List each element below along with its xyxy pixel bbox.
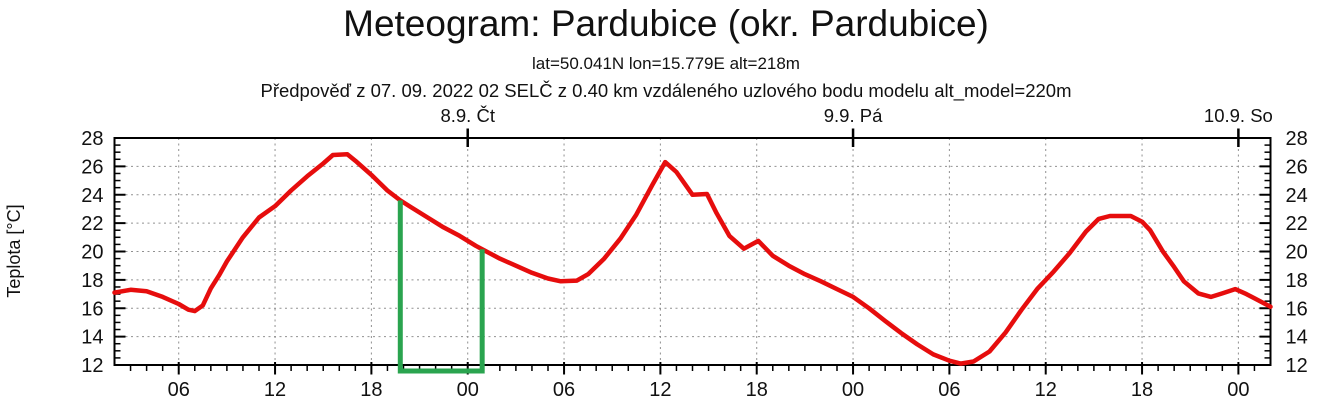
forecast-info-line: Předpověď z 07. 09. 2022 02 SELČ z 0.40 … <box>260 80 1072 101</box>
x-tick-label: 00 <box>457 379 479 401</box>
y-tick-label-left: 22 <box>81 213 103 235</box>
day-label: 10.9. So <box>1204 105 1273 126</box>
y-tick-label-left: 16 <box>81 298 103 320</box>
y-tick-label-left: 26 <box>81 156 103 178</box>
y-tick-label-left: 18 <box>81 270 103 292</box>
x-tick-label: 12 <box>1035 379 1057 401</box>
highlight-bracket <box>397 200 485 374</box>
x-tick-label: 00 <box>1227 379 1249 401</box>
y-axis-title: Teplota [°C] <box>4 204 24 297</box>
y-tick-label-right: 16 <box>1286 298 1308 320</box>
temperature-curve <box>112 152 1273 366</box>
y-tick-label-left: 24 <box>81 185 103 207</box>
day-label: 8.9. Čt <box>440 105 495 126</box>
x-tick-label: 12 <box>264 379 286 401</box>
y-tick-label-left: 28 <box>81 128 103 150</box>
coordinates-line: lat=50.041N lon=15.779E alt=218m <box>532 54 800 73</box>
y-tick-label-left: 12 <box>81 355 103 377</box>
y-tick-label-right: 22 <box>1286 213 1308 235</box>
x-tick-label: 18 <box>360 379 382 401</box>
x-tick-label: 00 <box>842 379 864 401</box>
x-tick-label: 06 <box>553 379 575 401</box>
y-tick-label-left: 14 <box>81 327 103 349</box>
day-label: 9.9. Pá <box>824 105 883 126</box>
y-tick-label-right: 14 <box>1286 327 1308 349</box>
chart-title: Meteogram: Pardubice (okr. Pardubice) <box>343 3 989 44</box>
x-tick-label: 06 <box>938 379 960 401</box>
y-tick-label-right: 26 <box>1286 156 1308 178</box>
y-tick-label-left: 20 <box>81 242 103 264</box>
y-tick-label-right: 20 <box>1286 242 1308 264</box>
y-tick-label-right: 28 <box>1286 128 1308 150</box>
y-tick-label-right: 24 <box>1286 185 1308 207</box>
x-tick-label: 12 <box>649 379 671 401</box>
y-tick-label-right: 12 <box>1286 355 1308 377</box>
x-tick-label: 18 <box>1131 379 1153 401</box>
y-tick-label-right: 18 <box>1286 270 1308 292</box>
x-tick-label: 06 <box>168 379 190 401</box>
x-tick-label: 18 <box>746 379 768 401</box>
